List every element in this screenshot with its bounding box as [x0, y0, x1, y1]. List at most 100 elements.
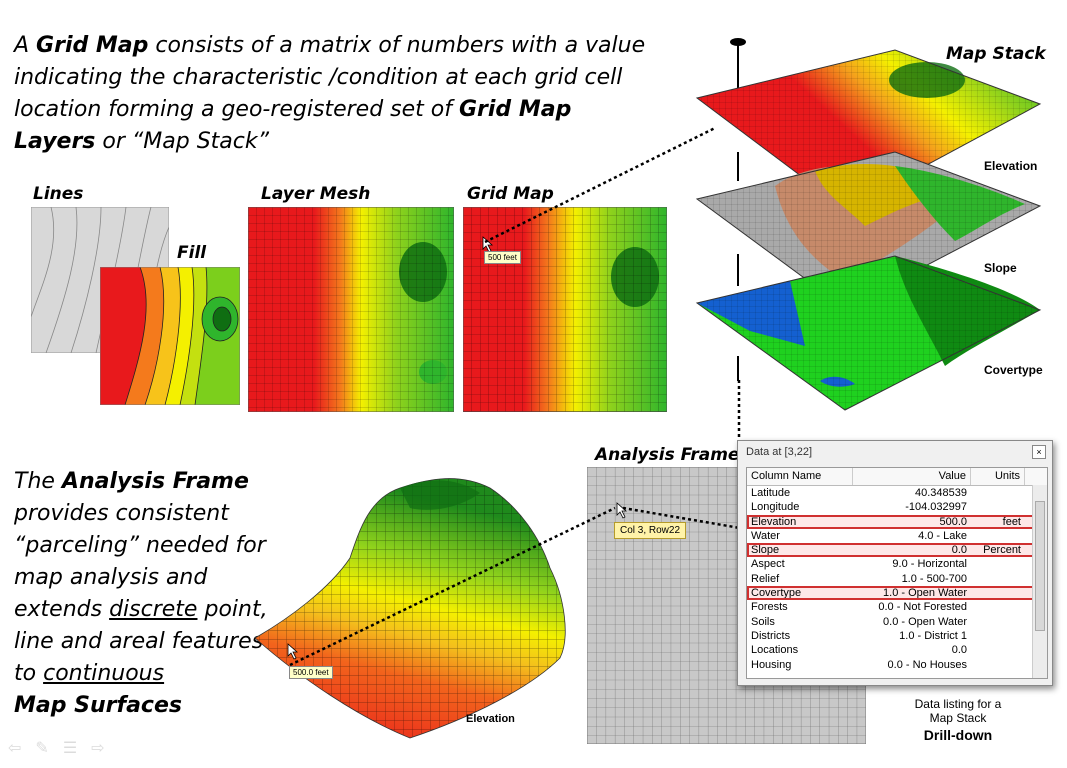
analysis-text-3: point, line and areal features to — [14, 597, 268, 686]
data-row[interactable]: Locations 0.0 — [747, 643, 1047, 657]
analysis-bold-frame: Analysis Frame — [61, 469, 249, 494]
analysis-bold-map-surfaces: Map Surfaces — [14, 693, 182, 718]
row-value: 1.0 - 500-700 — [901, 572, 967, 585]
data-row[interactable]: Soils 0.0 - Open Water — [747, 615, 1047, 629]
map-stack-title: Map Stack — [946, 44, 1046, 64]
connector-line-drill — [737, 380, 741, 442]
data-row[interactable]: Relief 1.0 - 500-700 — [747, 572, 1047, 586]
caption: Data listing for a Map Stack Drill-down — [900, 697, 1016, 743]
row-units — [971, 572, 1025, 586]
slide-nav: ⇦ ✎ ☰ ⇨ — [8, 738, 105, 758]
map-stack-illustration — [695, 38, 1042, 411]
analysis-paragraph: The Analysis Frame provides consistent “… — [14, 466, 274, 722]
row-column-name: Soils — [751, 615, 775, 628]
row-units — [971, 629, 1025, 643]
data-row[interactable]: Latitude 40.348539 — [747, 486, 1047, 500]
data-grid-header: Column Name Value Units — [747, 468, 1047, 486]
grid-map-tooltip: 500 feet — [484, 251, 521, 264]
data-row[interactable]: Longitude -104.032997 — [747, 500, 1047, 514]
row-column-name: Locations — [751, 644, 799, 657]
data-row[interactable]: Housing 0.0 - No Houses — [747, 658, 1047, 672]
row-units — [971, 486, 1025, 500]
surface-elevation-label: Elevation — [466, 713, 515, 725]
data-grid: Column Name Value Units Latitude 40.34853… — [746, 467, 1048, 679]
connector-line-top — [484, 126, 716, 244]
analysis-text-1: The — [14, 469, 62, 494]
pen-icon[interactable]: ✎ — [35, 740, 49, 757]
row-column-name: Housing — [751, 658, 792, 671]
fill-label: Fill — [177, 243, 207, 263]
row-units — [971, 615, 1025, 629]
row-units — [971, 600, 1025, 614]
map-stack-layer-covertype: Covertype — [984, 363, 1043, 377]
layer-mesh-panel — [248, 207, 454, 412]
caption-line-2: Map Stack — [929, 711, 987, 725]
intro-bold-grid-map: Grid Map — [36, 33, 149, 58]
row-value: 0.0 - Not Forested — [878, 601, 967, 614]
data-window: Data at [3,22] × Column Name Value Units… — [737, 440, 1053, 686]
intro-paragraph: A Grid Map consists of a matrix of numbe… — [14, 30, 654, 158]
cell-tooltip: Col 3, Row22 — [614, 522, 687, 539]
caption-line-1: Data listing for a — [914, 697, 1002, 711]
intro-text-1: A — [14, 33, 37, 58]
vertical-scrollbar[interactable] — [1032, 485, 1047, 678]
grid-map-label: Grid Map — [467, 184, 554, 204]
header-column-name[interactable]: Column Name — [747, 468, 853, 485]
intro-text-3: or “Map Stack” — [95, 129, 270, 154]
row-units — [971, 500, 1025, 514]
row-units — [971, 586, 1025, 600]
row-value: 0.0 - Open Water — [883, 615, 967, 628]
caption-line-3: Drill-down — [923, 727, 993, 743]
row-column-name: Aspect — [751, 558, 785, 571]
row-units: Percent — [983, 544, 1021, 557]
header-units[interactable]: Units — [971, 468, 1025, 485]
data-grid-rows: Latitude 40.348539 Longitude -104.032997 Ele… — [747, 486, 1047, 672]
row-units — [971, 643, 1025, 657]
analysis-text-2: provides consistent “parceling” needed f… — [14, 501, 266, 622]
row-column-name: Covertype — [751, 587, 802, 600]
forward-arrow-icon[interactable]: ⇨ — [91, 740, 105, 757]
row-value: 0.0 — [951, 544, 967, 557]
connector-line-analysis — [289, 506, 741, 667]
row-value: -104.032997 — [905, 501, 967, 514]
data-row[interactable]: Aspect 9.0 - Horizontal — [747, 557, 1047, 571]
scrollbar-thumb[interactable] — [1035, 501, 1045, 631]
analysis-frame-label: Analysis Frame — [595, 445, 740, 465]
row-value: 0.0 — [951, 644, 967, 657]
row-value: 9.0 - Horizontal — [892, 558, 967, 571]
row-value: 40.348539 — [915, 487, 967, 499]
row-units: feet — [1002, 515, 1021, 528]
data-row[interactable]: Elevation 500.0 feet — [747, 514, 1047, 529]
row-units — [971, 658, 1025, 672]
row-column-name: Longitude — [751, 501, 800, 514]
surface-cursor-icon — [287, 643, 299, 660]
close-icon[interactable]: × — [1032, 445, 1046, 459]
surface-tooltip: 500.0 feet — [289, 666, 333, 679]
data-row[interactable]: Covertype 1.0 - Open Water — [747, 586, 1047, 601]
data-row[interactable]: Water 4.0 - Lake — [747, 529, 1047, 543]
intro-text-2: consists of a matrix of numbers with a v… — [14, 33, 646, 122]
map-stack-layer-elevation: Elevation — [984, 159, 1038, 173]
row-column-name: Forests — [751, 601, 788, 614]
row-column-name: Elevation — [751, 515, 797, 528]
header-value[interactable]: Value — [853, 468, 971, 485]
layer-mesh-label: Layer Mesh — [261, 184, 371, 204]
fill-contour-panel — [100, 267, 240, 405]
back-arrow-icon[interactable]: ⇦ — [8, 740, 22, 757]
data-row[interactable]: Forests 0.0 - Not Forested — [747, 600, 1047, 614]
analysis-underline-discrete: discrete — [109, 597, 198, 622]
row-column-name: Districts — [751, 629, 791, 642]
row-value: 1.0 - District 1 — [899, 629, 967, 642]
row-value: 1.0 - Open Water — [883, 587, 967, 600]
row-units — [971, 557, 1025, 571]
map-stack-layer-slope: Slope — [984, 261, 1017, 275]
data-row[interactable]: Slope 0.0 Percent — [747, 543, 1047, 558]
row-column-name: Slope — [751, 544, 780, 557]
row-units — [971, 529, 1025, 543]
menu-icon[interactable]: ☰ — [62, 740, 78, 757]
row-column-name: Relief — [751, 572, 780, 585]
lines-label: Lines — [33, 184, 84, 204]
data-row[interactable]: Districts 1.0 - District 1 — [747, 629, 1047, 643]
analysis-underline-continuous: continuous — [43, 661, 165, 686]
intro-bold-grid-map-layers: Grid Map Layers — [14, 97, 572, 154]
